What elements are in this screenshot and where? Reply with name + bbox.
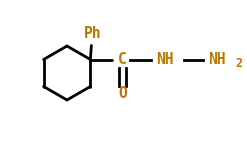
Text: 2: 2	[236, 57, 243, 70]
Text: C: C	[118, 52, 127, 67]
Text: NH: NH	[208, 52, 225, 67]
Text: O: O	[118, 86, 127, 101]
Text: NH: NH	[156, 52, 173, 67]
Text: Ph: Ph	[84, 26, 101, 41]
